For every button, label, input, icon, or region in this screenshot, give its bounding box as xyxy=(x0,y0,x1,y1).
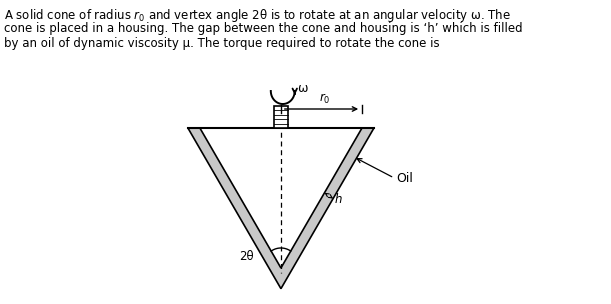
Text: cone is placed in a housing. The gap between the cone and housing is ‘h’ which i: cone is placed in a housing. The gap bet… xyxy=(4,22,522,35)
Polygon shape xyxy=(200,128,362,268)
Text: Oil: Oil xyxy=(396,171,413,185)
Bar xyxy=(274,106,288,128)
Text: h: h xyxy=(335,193,342,206)
Text: ω: ω xyxy=(298,81,308,95)
Text: by an oil of dynamic viscosity μ. The torque required to rotate the cone is: by an oil of dynamic viscosity μ. The to… xyxy=(4,37,439,50)
Text: $r_0$: $r_0$ xyxy=(320,92,331,106)
Text: A solid cone of radius $r_0$ and vertex angle 2θ is to rotate at an angular velo: A solid cone of radius $r_0$ and vertex … xyxy=(4,7,511,24)
Text: 2θ: 2θ xyxy=(239,250,254,262)
Polygon shape xyxy=(188,128,374,289)
